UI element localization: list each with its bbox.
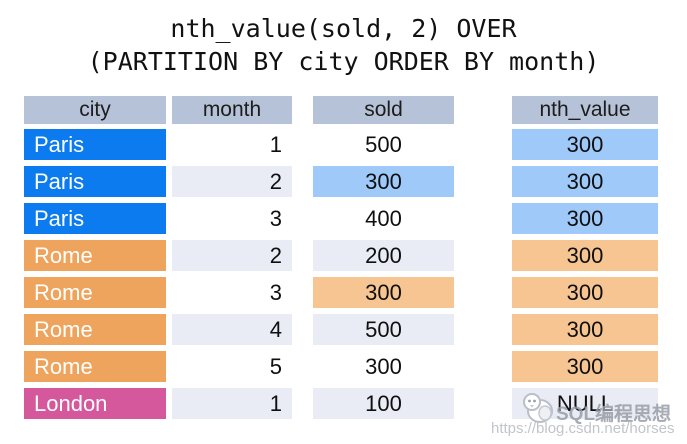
month-cell: 3 bbox=[172, 203, 292, 234]
table-row: London 1 100 bbox=[24, 388, 454, 419]
city-cell: Rome bbox=[24, 240, 166, 271]
nth-value-cell: 300 bbox=[512, 203, 658, 234]
month-cell: 3 bbox=[172, 277, 292, 308]
city-cell: Rome bbox=[24, 351, 166, 382]
month-cell: 2 bbox=[172, 166, 292, 197]
sold-cell: 500 bbox=[313, 314, 454, 345]
table-row: Paris 2 300 bbox=[24, 166, 454, 197]
month-cell: 5 bbox=[172, 351, 292, 382]
nth-value-cell: 300 bbox=[512, 166, 658, 197]
source-table-header-row: city month sold bbox=[24, 96, 454, 124]
city-cell: Paris bbox=[24, 166, 166, 197]
watermark-url: https://blog.csdn.net/horses bbox=[491, 420, 675, 437]
column-header-month: month bbox=[172, 96, 292, 124]
result-header-row: nth_value bbox=[512, 96, 658, 124]
city-cell: Paris bbox=[24, 203, 166, 234]
table-row: Rome 5 300 bbox=[24, 351, 454, 382]
table-row: Paris 3 400 bbox=[24, 203, 454, 234]
column-header-city: city bbox=[24, 96, 166, 124]
page-title: nth_value(sold, 2) OVER (PARTITION BY ci… bbox=[0, 12, 687, 78]
sold-cell: 300 bbox=[313, 166, 454, 197]
city-cell: Paris bbox=[24, 129, 166, 160]
city-cell: Rome bbox=[24, 277, 166, 308]
month-cell: 2 bbox=[172, 240, 292, 271]
source-table-body: Paris 1 500 Paris 2 300 Paris 3 400 Rome 2 200 Rome 3… bbox=[24, 129, 454, 419]
sold-cell: 300 bbox=[313, 351, 454, 382]
title-line-2: (PARTITION BY city ORDER BY month) bbox=[87, 47, 600, 76]
result-column: nth_value 300 300 300 300 300 300 300 NULL bbox=[512, 96, 658, 425]
penguin-icon bbox=[523, 393, 553, 423]
nth-value-cell: 300 bbox=[512, 240, 658, 271]
nth-value-cell: 300 bbox=[512, 129, 658, 160]
result-column-body: 300 300 300 300 300 300 300 NULL bbox=[512, 129, 658, 419]
watermark-brand: SQL编程思想 bbox=[556, 404, 672, 425]
column-header-sold: sold bbox=[313, 96, 454, 124]
sold-cell: 200 bbox=[313, 240, 454, 271]
source-table: city month sold Paris 1 500 Paris 2 300 Paris 3… bbox=[24, 96, 454, 425]
sold-cell: 100 bbox=[313, 388, 454, 419]
sold-cell: 400 bbox=[313, 203, 454, 234]
nth-value-cell: 300 bbox=[512, 351, 658, 382]
city-cell: Rome bbox=[24, 314, 166, 345]
table-row: Paris 1 500 bbox=[24, 129, 454, 160]
table-row: Rome 3 300 bbox=[24, 277, 454, 308]
sold-cell: 300 bbox=[313, 277, 454, 308]
table-row: Rome 2 200 bbox=[24, 240, 454, 271]
month-cell: 1 bbox=[172, 129, 292, 160]
month-cell: 4 bbox=[172, 314, 292, 345]
month-cell: 1 bbox=[172, 388, 292, 419]
nth-value-cell: 300 bbox=[512, 277, 658, 308]
table-row: Rome 4 500 bbox=[24, 314, 454, 345]
title-line-1: nth_value(sold, 2) OVER bbox=[170, 14, 517, 43]
city-cell: London bbox=[24, 388, 166, 419]
column-header-nth-value: nth_value bbox=[512, 96, 658, 124]
nth-value-cell: 300 bbox=[512, 314, 658, 345]
sold-cell: 500 bbox=[313, 129, 454, 160]
